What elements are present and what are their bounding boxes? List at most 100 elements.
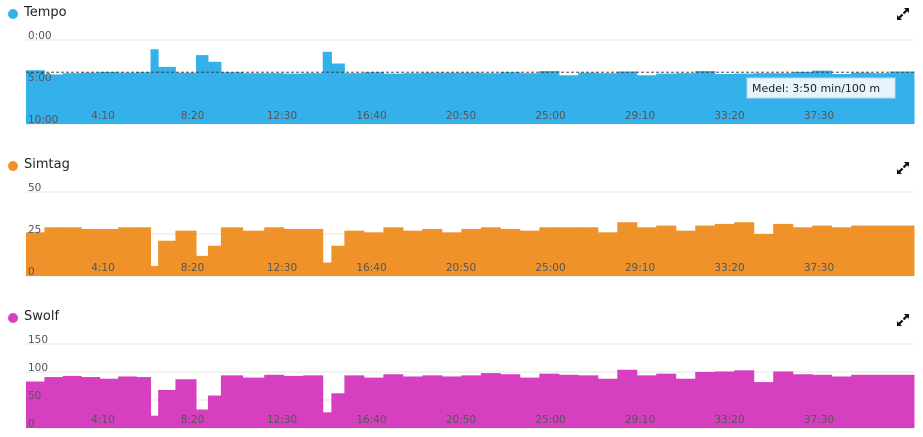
bar[interactable] — [578, 72, 599, 124]
bar[interactable] — [150, 415, 159, 428]
bar[interactable] — [150, 49, 159, 124]
bar[interactable] — [870, 374, 891, 428]
bar[interactable] — [283, 375, 304, 428]
bar[interactable] — [597, 73, 618, 124]
bar[interactable] — [283, 228, 304, 276]
bar[interactable] — [831, 227, 852, 276]
bar[interactable] — [44, 227, 64, 276]
bar[interactable] — [402, 230, 423, 276]
bar[interactable] — [519, 230, 540, 276]
bar[interactable] — [402, 376, 423, 428]
bar[interactable] — [383, 227, 404, 276]
bar[interactable] — [753, 382, 774, 428]
bar[interactable] — [62, 227, 82, 276]
bar[interactable] — [26, 70, 45, 124]
bar[interactable] — [422, 228, 443, 276]
bar[interactable] — [81, 377, 101, 428]
bar[interactable] — [331, 245, 345, 276]
bar[interactable] — [578, 375, 599, 428]
bar[interactable] — [461, 228, 482, 276]
bar[interactable] — [207, 61, 222, 124]
bar[interactable] — [636, 227, 657, 276]
bar[interactable] — [242, 73, 265, 124]
bar[interactable] — [539, 227, 560, 276]
bar[interactable] — [62, 73, 82, 124]
bar[interactable] — [220, 375, 244, 428]
bar[interactable] — [62, 375, 82, 428]
bar[interactable] — [303, 228, 324, 276]
bar[interactable] — [675, 73, 696, 124]
bar[interactable] — [695, 71, 716, 124]
bar[interactable] — [636, 75, 657, 124]
bar[interactable] — [136, 227, 152, 276]
bar[interactable] — [322, 412, 332, 428]
bar[interactable] — [242, 377, 265, 428]
bar[interactable] — [283, 73, 304, 124]
bar[interactable] — [81, 72, 101, 124]
bar[interactable] — [597, 232, 618, 276]
bar[interactable] — [220, 227, 244, 276]
bar[interactable] — [220, 72, 244, 124]
bar[interactable] — [331, 63, 345, 124]
bar[interactable] — [851, 225, 872, 276]
bar[interactable] — [264, 227, 285, 276]
bar[interactable] — [81, 228, 101, 276]
bar[interactable] — [158, 240, 176, 276]
bar[interactable] — [812, 225, 833, 276]
bar[interactable] — [656, 373, 677, 428]
bar[interactable] — [158, 389, 176, 428]
bar[interactable] — [303, 73, 324, 124]
bar[interactable] — [480, 227, 501, 276]
bar[interactable] — [422, 375, 443, 428]
bar[interactable] — [597, 378, 618, 428]
bar[interactable] — [461, 375, 482, 428]
bar[interactable] — [441, 72, 462, 124]
bar[interactable] — [99, 71, 119, 124]
bar[interactable] — [714, 223, 735, 276]
expand-icon[interactable] — [895, 160, 911, 176]
bar[interactable] — [175, 72, 197, 124]
bar[interactable] — [617, 369, 638, 428]
bar[interactable] — [118, 72, 137, 124]
bar[interactable] — [196, 255, 209, 276]
bar[interactable] — [539, 71, 560, 124]
bar[interactable] — [383, 73, 404, 124]
bar[interactable] — [695, 372, 716, 428]
bar[interactable] — [44, 377, 64, 428]
bar[interactable] — [675, 378, 696, 428]
bar[interactable] — [441, 232, 462, 276]
bar[interactable] — [890, 374, 915, 428]
bar[interactable] — [519, 73, 540, 124]
expand-icon[interactable] — [895, 6, 911, 22]
bar[interactable] — [734, 222, 755, 276]
bar[interactable] — [695, 225, 716, 276]
bar[interactable] — [331, 393, 345, 428]
bar[interactable] — [773, 371, 794, 428]
bar[interactable] — [99, 228, 119, 276]
bar[interactable] — [99, 378, 119, 428]
bar[interactable] — [26, 381, 45, 428]
bar[interactable] — [118, 376, 137, 428]
bar[interactable] — [118, 227, 137, 276]
bar[interactable] — [578, 227, 599, 276]
bar[interactable] — [558, 374, 579, 428]
bar[interactable] — [714, 74, 735, 124]
bar[interactable] — [264, 374, 285, 428]
bar[interactable] — [773, 223, 794, 276]
bar[interactable] — [753, 234, 774, 276]
bar[interactable] — [44, 74, 64, 124]
bar[interactable] — [500, 72, 521, 124]
bar[interactable] — [851, 374, 872, 428]
bar[interactable] — [656, 73, 677, 124]
bar[interactable] — [344, 73, 365, 124]
bar[interactable] — [675, 230, 696, 276]
bar[interactable] — [519, 377, 540, 428]
bar[interactable] — [196, 55, 209, 124]
bar[interactable] — [539, 373, 560, 428]
bar[interactable] — [636, 375, 657, 428]
bar[interactable] — [812, 374, 833, 428]
bar[interactable] — [890, 225, 915, 276]
bar[interactable] — [264, 73, 285, 124]
bar[interactable] — [136, 72, 152, 124]
bar[interactable] — [363, 232, 384, 276]
